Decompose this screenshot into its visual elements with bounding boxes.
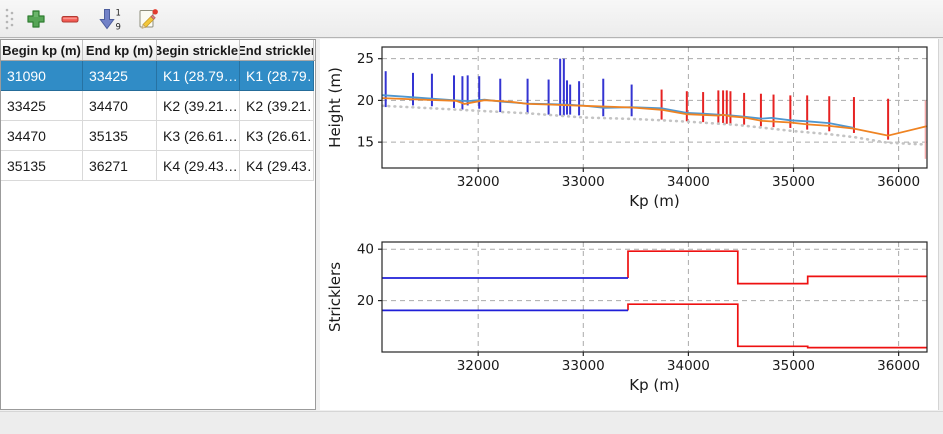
height-chart: 32000 33000 34000 35000 36000 15 20 25 Kp (m) Hei… bbox=[326, 46, 928, 210]
charts-canvas: 32000 33000 34000 35000 36000 15 20 25 Kp (m) Hei… bbox=[326, 46, 928, 394]
column-header-0[interactable]: Begin kp (m) bbox=[1, 40, 83, 60]
table-cell[interactable]: K4 (29.43… bbox=[157, 151, 240, 181]
status-bar bbox=[0, 411, 943, 434]
y-tick-label: 15 bbox=[357, 135, 374, 151]
svg-text:1: 1 bbox=[116, 8, 121, 18]
x-tick-label: 35000 bbox=[772, 358, 815, 374]
table-cell[interactable]: K2 (39.21… bbox=[157, 91, 240, 121]
x-tick-label: 35000 bbox=[772, 174, 815, 190]
table-cell[interactable]: 33425 bbox=[1, 91, 83, 121]
table-cell[interactable]: 35135 bbox=[83, 121, 157, 151]
table-row[interactable]: 33425 34470 K2 (39.21… K2 (39.21… bbox=[1, 91, 315, 121]
sort-numeric-down-icon: 1 9 bbox=[99, 8, 121, 31]
toolbar: 1 9 bbox=[0, 0, 943, 38]
table-cell[interactable]: 33425 bbox=[83, 61, 157, 91]
sort-rows-button[interactable]: 1 9 bbox=[95, 4, 125, 34]
minus-icon bbox=[61, 15, 79, 22]
edit-row-button[interactable] bbox=[133, 4, 163, 34]
y-tick-label: 25 bbox=[357, 51, 374, 67]
table-cell[interactable]: 35135 bbox=[1, 151, 83, 181]
strickler-table: Begin kp (m) End kp (m) Begin strickler End… bbox=[0, 39, 316, 410]
major-bed-strickler-red bbox=[627, 250, 927, 285]
table-cell[interactable]: K4 (29.43… bbox=[240, 151, 314, 181]
minor-bed-strickler-red bbox=[627, 303, 927, 349]
toolbar-grip-handle[interactable] bbox=[3, 6, 17, 32]
stricklers-chart: 32000 33000 34000 35000 36000 20 40 Kp (m) Stric… bbox=[326, 241, 928, 394]
table-cell[interactable]: 36271 bbox=[83, 151, 157, 181]
table-header-row: Begin kp (m) End kp (m) Begin strickler End… bbox=[1, 40, 315, 61]
table-cell[interactable]: 31090 bbox=[1, 61, 83, 91]
y-tick-label: 40 bbox=[357, 242, 374, 258]
y-axis-label: Stricklers bbox=[326, 262, 344, 332]
y-tick-label: 20 bbox=[357, 93, 374, 109]
table-body: 31090 33425 K1 (28.79… K1 (28.79… 33425 34470… bbox=[1, 61, 315, 181]
x-tick-label: 33000 bbox=[562, 358, 605, 374]
column-header-2[interactable]: Begin strickler bbox=[157, 40, 240, 60]
plus-icon bbox=[27, 9, 45, 28]
x-tick-label: 34000 bbox=[667, 174, 710, 190]
bed-dotted-gray bbox=[381, 104, 928, 146]
bed-level-orange bbox=[382, 97, 927, 137]
table-row[interactable]: 35135 36271 K4 (29.43… K4 (29.43… bbox=[1, 151, 315, 181]
add-row-button[interactable] bbox=[21, 4, 51, 34]
table-cell[interactable]: K1 (28.79… bbox=[157, 61, 240, 91]
table-cell[interactable]: K3 (26.61… bbox=[240, 121, 314, 151]
table-row[interactable]: 31090 33425 K1 (28.79… K1 (28.79… bbox=[1, 61, 315, 91]
x-tick-label: 36000 bbox=[877, 358, 920, 374]
y-tick-label: 20 bbox=[357, 293, 374, 309]
table-cell[interactable]: K3 (26.61… bbox=[157, 121, 240, 151]
column-header-3[interactable]: End strickler bbox=[240, 40, 314, 60]
remove-row-button[interactable] bbox=[55, 4, 85, 34]
y-axis-label: Height (m) bbox=[326, 67, 344, 148]
x-tick-label: 34000 bbox=[667, 358, 710, 374]
x-axis-label: Kp (m) bbox=[629, 376, 679, 394]
table-cell[interactable]: K1 (28.79… bbox=[240, 61, 314, 91]
x-tick-label: 32000 bbox=[457, 358, 500, 374]
table-cell[interactable]: 34470 bbox=[83, 91, 157, 121]
x-tick-label: 36000 bbox=[877, 174, 920, 190]
table-cell[interactable]: K2 (39.21… bbox=[240, 91, 314, 121]
svg-text:9: 9 bbox=[116, 22, 121, 31]
x-tick-label: 33000 bbox=[562, 174, 605, 190]
column-header-1[interactable]: End kp (m) bbox=[83, 40, 157, 60]
edit-pencil-icon bbox=[139, 8, 158, 29]
table-cell[interactable]: 34470 bbox=[1, 121, 83, 151]
table-row[interactable]: 34470 35135 K3 (26.61… K3 (26.61… bbox=[1, 121, 315, 151]
charts-panel: 32000 33000 34000 35000 36000 15 20 25 Kp (m) Hei… bbox=[320, 39, 939, 410]
x-axis-label: Kp (m) bbox=[629, 192, 679, 210]
x-tick-label: 32000 bbox=[457, 174, 500, 190]
